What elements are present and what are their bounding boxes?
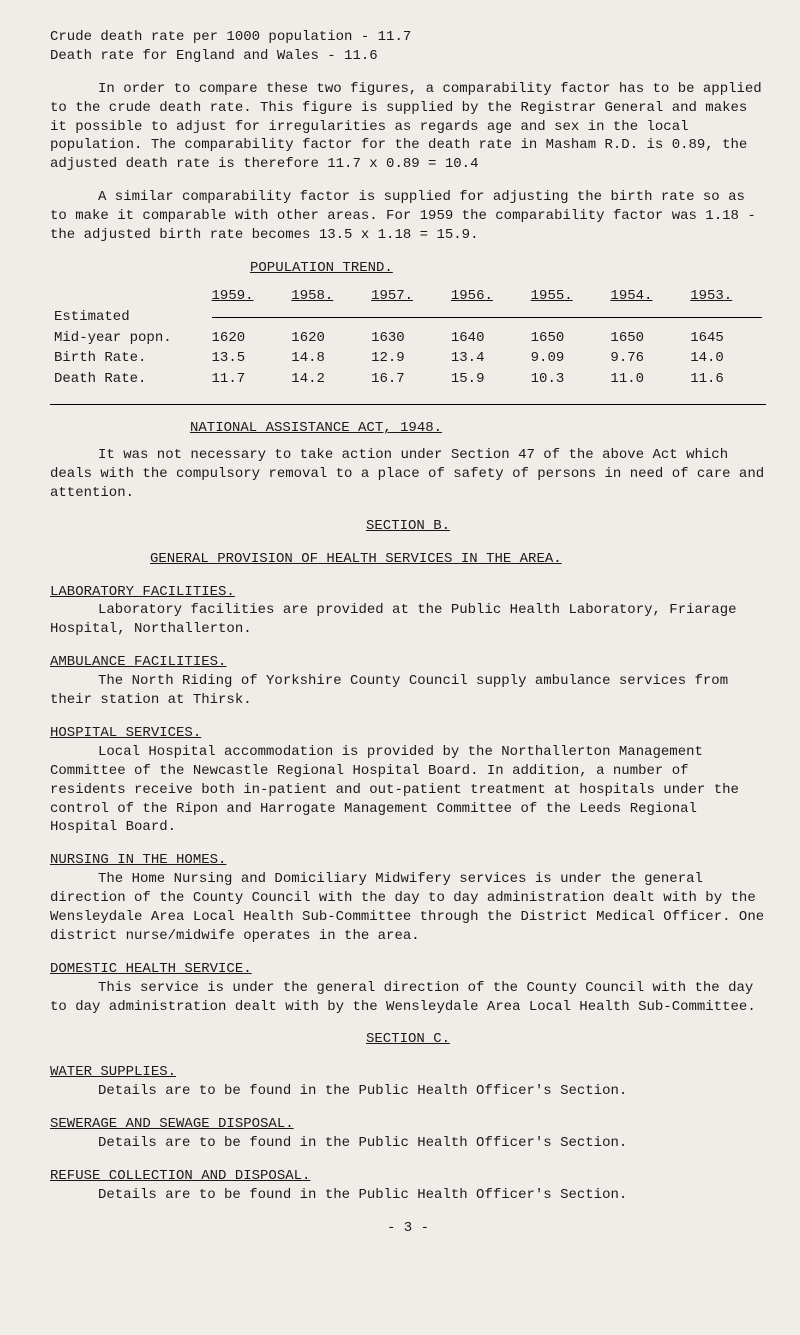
laboratory-facilities-heading: LABORATORY FACILITIES. (50, 583, 766, 602)
laboratory-facilities-body: Laboratory facilities are provided at th… (50, 601, 766, 639)
crude-death-rate-line: Crude death rate per 1000 population - 1… (50, 28, 766, 47)
table-row: Birth Rate. 13.5 14.8 12.9 13.4 9.09 9.7… (50, 348, 766, 369)
ambulance-facilities-body: The North Riding of Yorkshire County Cou… (50, 672, 766, 710)
national-assistance-heading: NATIONAL ASSISTANCE ACT, 1948. (50, 419, 766, 438)
hospital-services-heading: HOSPITAL SERVICES. (50, 724, 766, 743)
table-bottom-rule (50, 404, 766, 405)
refuse-heading: REFUSE COLLECTION AND DISPOSAL. (50, 1167, 766, 1186)
table-year-row: 1959. 1958. 1957. 1956. 1955. 1954. 1953… (50, 286, 766, 307)
table-row: Estimated (50, 307, 766, 328)
national-assistance-body: It was not necessary to take action unde… (50, 446, 766, 503)
domestic-health-heading: DOMESTIC HEALTH SERVICE. (50, 960, 766, 979)
comparability-paragraph-1: In order to compare these two figures, a… (50, 80, 766, 174)
population-trend-table: 1959. 1958. 1957. 1956. 1955. 1954. 1953… (50, 286, 766, 390)
sewerage-body: Details are to be found in the Public He… (50, 1134, 766, 1153)
comparability-paragraph-2: A similar comparability factor is suppli… (50, 188, 766, 245)
population-trend-heading: POPULATION TREND. (50, 259, 766, 278)
refuse-body: Details are to be found in the Public He… (50, 1186, 766, 1205)
sewerage-heading: SEWERAGE AND SEWAGE DISPOSAL. (50, 1115, 766, 1134)
page-container: Crude death rate per 1000 population - 1… (0, 0, 800, 1272)
nursing-homes-body: The Home Nursing and Domiciliary Midwife… (50, 870, 766, 946)
general-provision-heading: GENERAL PROVISION OF HEALTH SERVICES IN … (50, 550, 766, 569)
nursing-homes-heading: NURSING IN THE HOMES. (50, 851, 766, 870)
section-b-heading: SECTION B. (50, 517, 766, 536)
hospital-services-body: Local Hospital accommodation is provided… (50, 743, 766, 837)
water-supplies-body: Details are to be found in the Public He… (50, 1082, 766, 1101)
page-number: - 3 - (50, 1219, 766, 1238)
table-row: Mid-year popn. 1620 1620 1630 1640 1650 … (50, 328, 766, 349)
england-wales-rate-line: Death rate for England and Wales - 11.6 (50, 47, 766, 66)
ambulance-facilities-heading: AMBULANCE FACILITIES. (50, 653, 766, 672)
section-c-heading: SECTION C. (50, 1030, 766, 1049)
water-supplies-heading: WATER SUPPLIES. (50, 1063, 766, 1082)
table-row: Death Rate. 11.7 14.2 16.7 15.9 10.3 11.… (50, 369, 766, 390)
domestic-health-body: This service is under the general direct… (50, 979, 766, 1017)
